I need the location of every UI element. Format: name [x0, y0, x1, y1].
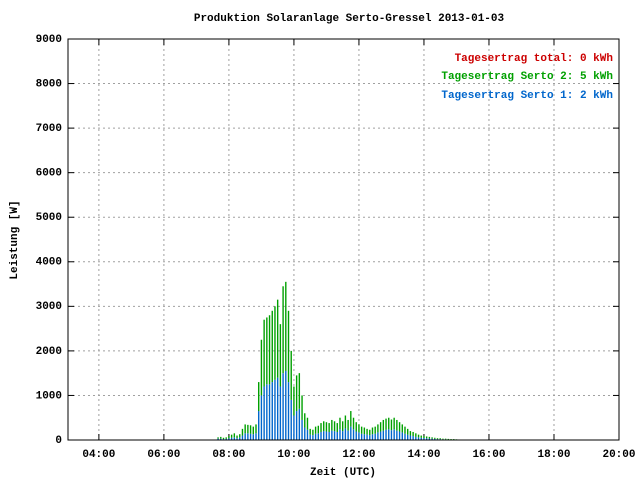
x-tick-label: 08:00	[212, 449, 245, 461]
legend-entry: Tagesertrag Serto 2: 5 kWh	[441, 71, 613, 83]
y-tick-label: 7000	[36, 123, 62, 135]
y-tick-label: 0	[55, 435, 62, 447]
x-tick-label: 18:00	[537, 449, 570, 461]
x-tick-label: 16:00	[472, 449, 505, 461]
y-tick-label: 8000	[36, 78, 62, 90]
y-axis-label: Leistung [W]	[9, 200, 21, 279]
x-tick-label: 04:00	[82, 449, 115, 461]
plot-frame	[67, 38, 620, 441]
x-axis-label: Zeit (UTC)	[310, 467, 376, 479]
x-tick-label: 12:00	[342, 449, 375, 461]
x-tick-label: 06:00	[147, 449, 180, 461]
x-tick-label: 10:00	[277, 449, 310, 461]
legend-entry: Tagesertrag Serto 1: 2 kWh	[441, 90, 613, 102]
y-tick-label: 2000	[36, 346, 62, 358]
y-tick-label: 4000	[36, 257, 62, 269]
chart-title: Produktion Solaranlage Serto-Gressel 201…	[194, 13, 505, 25]
legend-entry: Tagesertrag total: 0 kWh	[455, 53, 613, 65]
x-tick-label: 14:00	[407, 449, 440, 461]
y-tick-label: 9000	[36, 34, 62, 46]
y-tick-label: 6000	[36, 168, 62, 180]
y-tick-label: 5000	[36, 212, 62, 224]
x-tick-label: 20:00	[602, 449, 635, 461]
y-tick-label: 1000	[36, 390, 62, 402]
y-tick-label: 3000	[36, 301, 62, 313]
